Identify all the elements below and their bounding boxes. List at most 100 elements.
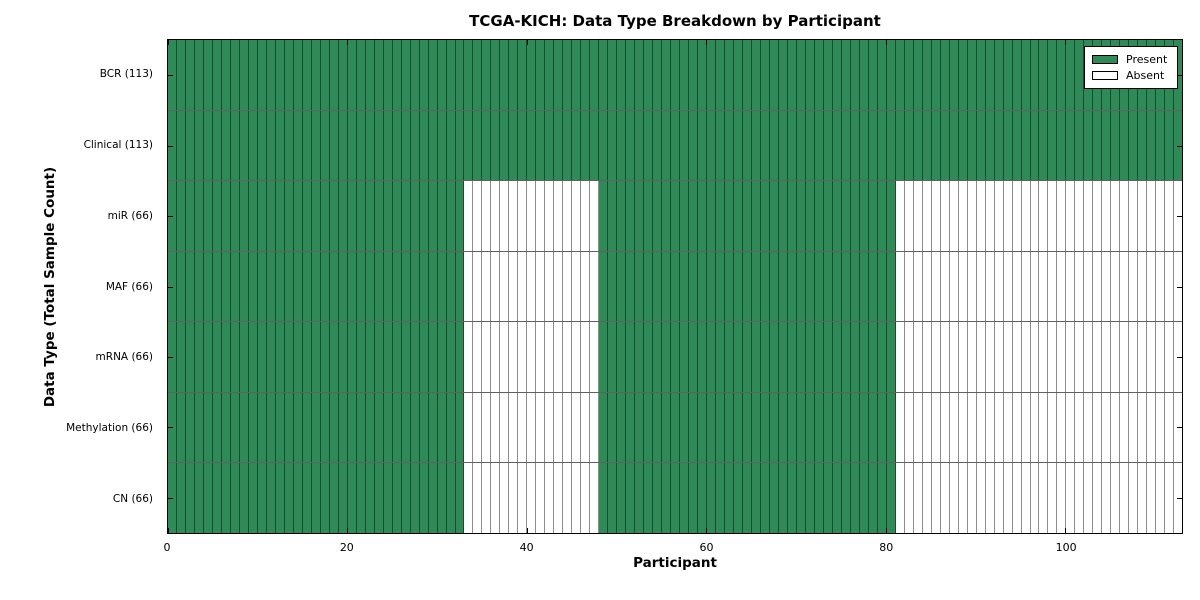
cell-present — [401, 322, 411, 392]
cell-present — [545, 40, 555, 110]
cell-present — [662, 463, 672, 534]
cell-absent — [509, 322, 519, 392]
cell-absent — [1048, 251, 1058, 322]
cell-present — [176, 322, 186, 392]
cell-present — [365, 251, 375, 322]
cell-present — [410, 40, 420, 110]
cell-present — [194, 181, 204, 251]
cell-present — [778, 181, 788, 251]
cell-present — [446, 110, 456, 181]
cell-present — [410, 110, 420, 181]
cell-present — [743, 110, 752, 181]
y-axis-tick — [168, 286, 173, 288]
cell-present — [284, 322, 294, 392]
cell-absent — [1156, 392, 1166, 463]
cell-absent — [1039, 392, 1049, 463]
cell-absent — [1156, 181, 1166, 251]
cell-absent — [1003, 392, 1013, 463]
cell-present — [230, 463, 240, 534]
cell-present — [608, 392, 618, 463]
cell-present — [653, 322, 663, 392]
cell-absent — [1093, 463, 1103, 534]
cell-present — [608, 322, 618, 392]
cell-absent — [590, 181, 600, 251]
cell-present — [320, 251, 330, 322]
cell-absent — [976, 463, 986, 534]
cell-present — [221, 110, 231, 181]
cell-present — [392, 251, 402, 322]
cell-present — [446, 181, 456, 251]
cell-present — [428, 322, 438, 392]
cell-absent — [572, 392, 582, 463]
cell-present — [698, 463, 708, 534]
cell-present — [698, 181, 708, 251]
cell-present — [266, 322, 276, 392]
cell-absent — [491, 251, 501, 322]
cell-present — [338, 392, 348, 463]
cell-present — [958, 110, 968, 181]
cell-present — [446, 40, 456, 110]
cell-present — [230, 392, 240, 463]
cell-absent — [581, 463, 591, 534]
cell-present — [176, 251, 186, 322]
cell-absent — [1066, 322, 1076, 392]
cell-absent — [500, 251, 510, 322]
cell-present — [473, 110, 483, 181]
cell-absent — [1129, 322, 1139, 392]
cell-absent — [1111, 251, 1121, 322]
cell-present — [428, 463, 438, 534]
cell-present — [608, 251, 618, 322]
cell-present — [949, 40, 959, 110]
cell-present — [832, 251, 842, 322]
cell-absent — [1156, 322, 1166, 392]
cell-absent — [482, 463, 492, 534]
legend-entry-present: Present — [1092, 53, 1172, 66]
cell-present — [751, 40, 761, 110]
cell-present — [356, 110, 366, 181]
cell-absent — [1075, 392, 1085, 463]
cell-present — [248, 181, 258, 251]
cell-absent — [1057, 463, 1067, 534]
cell-absent — [1147, 463, 1157, 534]
cell-absent — [904, 463, 914, 534]
cell-present — [814, 251, 824, 322]
cell-present — [814, 392, 824, 463]
cell-absent — [1057, 251, 1067, 322]
cell-present — [698, 40, 708, 110]
y-axis-tick — [1177, 427, 1182, 429]
cell-present — [1066, 110, 1076, 181]
cell-present — [365, 181, 375, 251]
cell-present — [662, 40, 672, 110]
cell-present — [266, 40, 276, 110]
cell-present — [374, 463, 384, 534]
cell-present — [194, 392, 204, 463]
cell-present — [850, 322, 860, 392]
cell-present — [743, 322, 752, 392]
cell-present — [374, 251, 384, 322]
cell-present — [689, 181, 699, 251]
cell-absent — [1111, 181, 1121, 251]
cell-present — [635, 40, 645, 110]
cell-present — [716, 463, 726, 534]
cell-present — [626, 110, 636, 181]
cell-present — [608, 110, 618, 181]
cell-absent — [1093, 322, 1103, 392]
cell-present — [383, 251, 393, 322]
cell-present — [644, 322, 654, 392]
cell-present — [994, 40, 1004, 110]
cell-present — [168, 110, 177, 181]
cell-present — [392, 40, 402, 110]
cell-present — [239, 251, 249, 322]
cell-present — [662, 392, 672, 463]
cell-absent — [967, 322, 977, 392]
cell-absent — [1012, 392, 1022, 463]
cell-present — [1039, 40, 1049, 110]
cell-present — [401, 110, 411, 181]
cell-present — [1165, 110, 1175, 181]
cell-absent — [581, 251, 591, 322]
cell-absent — [509, 251, 519, 322]
cell-absent — [1084, 392, 1094, 463]
cell-present — [275, 251, 285, 322]
cell-present — [805, 392, 815, 463]
